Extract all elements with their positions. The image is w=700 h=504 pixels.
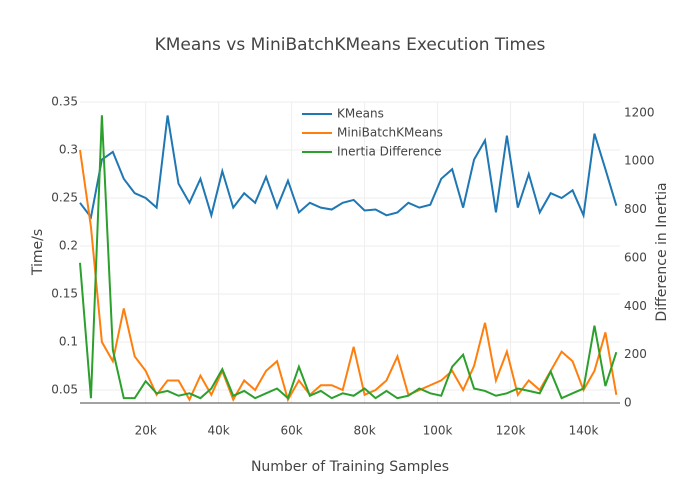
- y2-tick-label: 800: [624, 202, 647, 216]
- y2-tick-label: 600: [624, 250, 647, 264]
- series-line: [79, 115, 618, 400]
- x-tick-label: 40k: [208, 424, 230, 438]
- y2-axis-label: Difference in Inertia: [654, 182, 670, 321]
- y-axis-label: Time/s: [30, 229, 46, 276]
- x-tick-label: 120k: [496, 424, 526, 438]
- x-tick-label: 60k: [281, 424, 303, 438]
- y-tick-label: 0.05: [51, 383, 78, 397]
- y-tick-label: 0.15: [51, 287, 78, 301]
- y2-tick-label: 0: [624, 396, 632, 410]
- y2-tick-label: 200: [624, 347, 647, 361]
- series-line: [79, 115, 618, 220]
- x-tick-label: 20k: [135, 424, 157, 438]
- y-tick-label: 0.35: [51, 95, 78, 109]
- chart-title: KMeans vs MiniBatchKMeans Execution Time…: [155, 35, 546, 55]
- x-tick-label: 100k: [423, 424, 453, 438]
- legend-label: KMeans: [337, 107, 384, 121]
- y-tick-label: 0.3: [59, 143, 78, 157]
- y-tick-label: 0.25: [51, 191, 78, 205]
- legend-label: MiniBatchKMeans: [337, 126, 443, 140]
- x-tick-label: 80k: [353, 424, 375, 438]
- x-tick-label: 140k: [569, 424, 599, 438]
- y-tick-label: 0.1: [59, 335, 78, 349]
- legend-label: Inertia Difference: [337, 145, 442, 159]
- x-axis-label: Number of Training Samples: [251, 459, 449, 475]
- y-tick-label: 0.2: [59, 239, 78, 253]
- y2-tick-label: 1000: [624, 154, 655, 168]
- y2-tick-label: 400: [624, 299, 647, 313]
- y2-tick-label: 1200: [624, 105, 655, 119]
- series-line: [79, 149, 618, 403]
